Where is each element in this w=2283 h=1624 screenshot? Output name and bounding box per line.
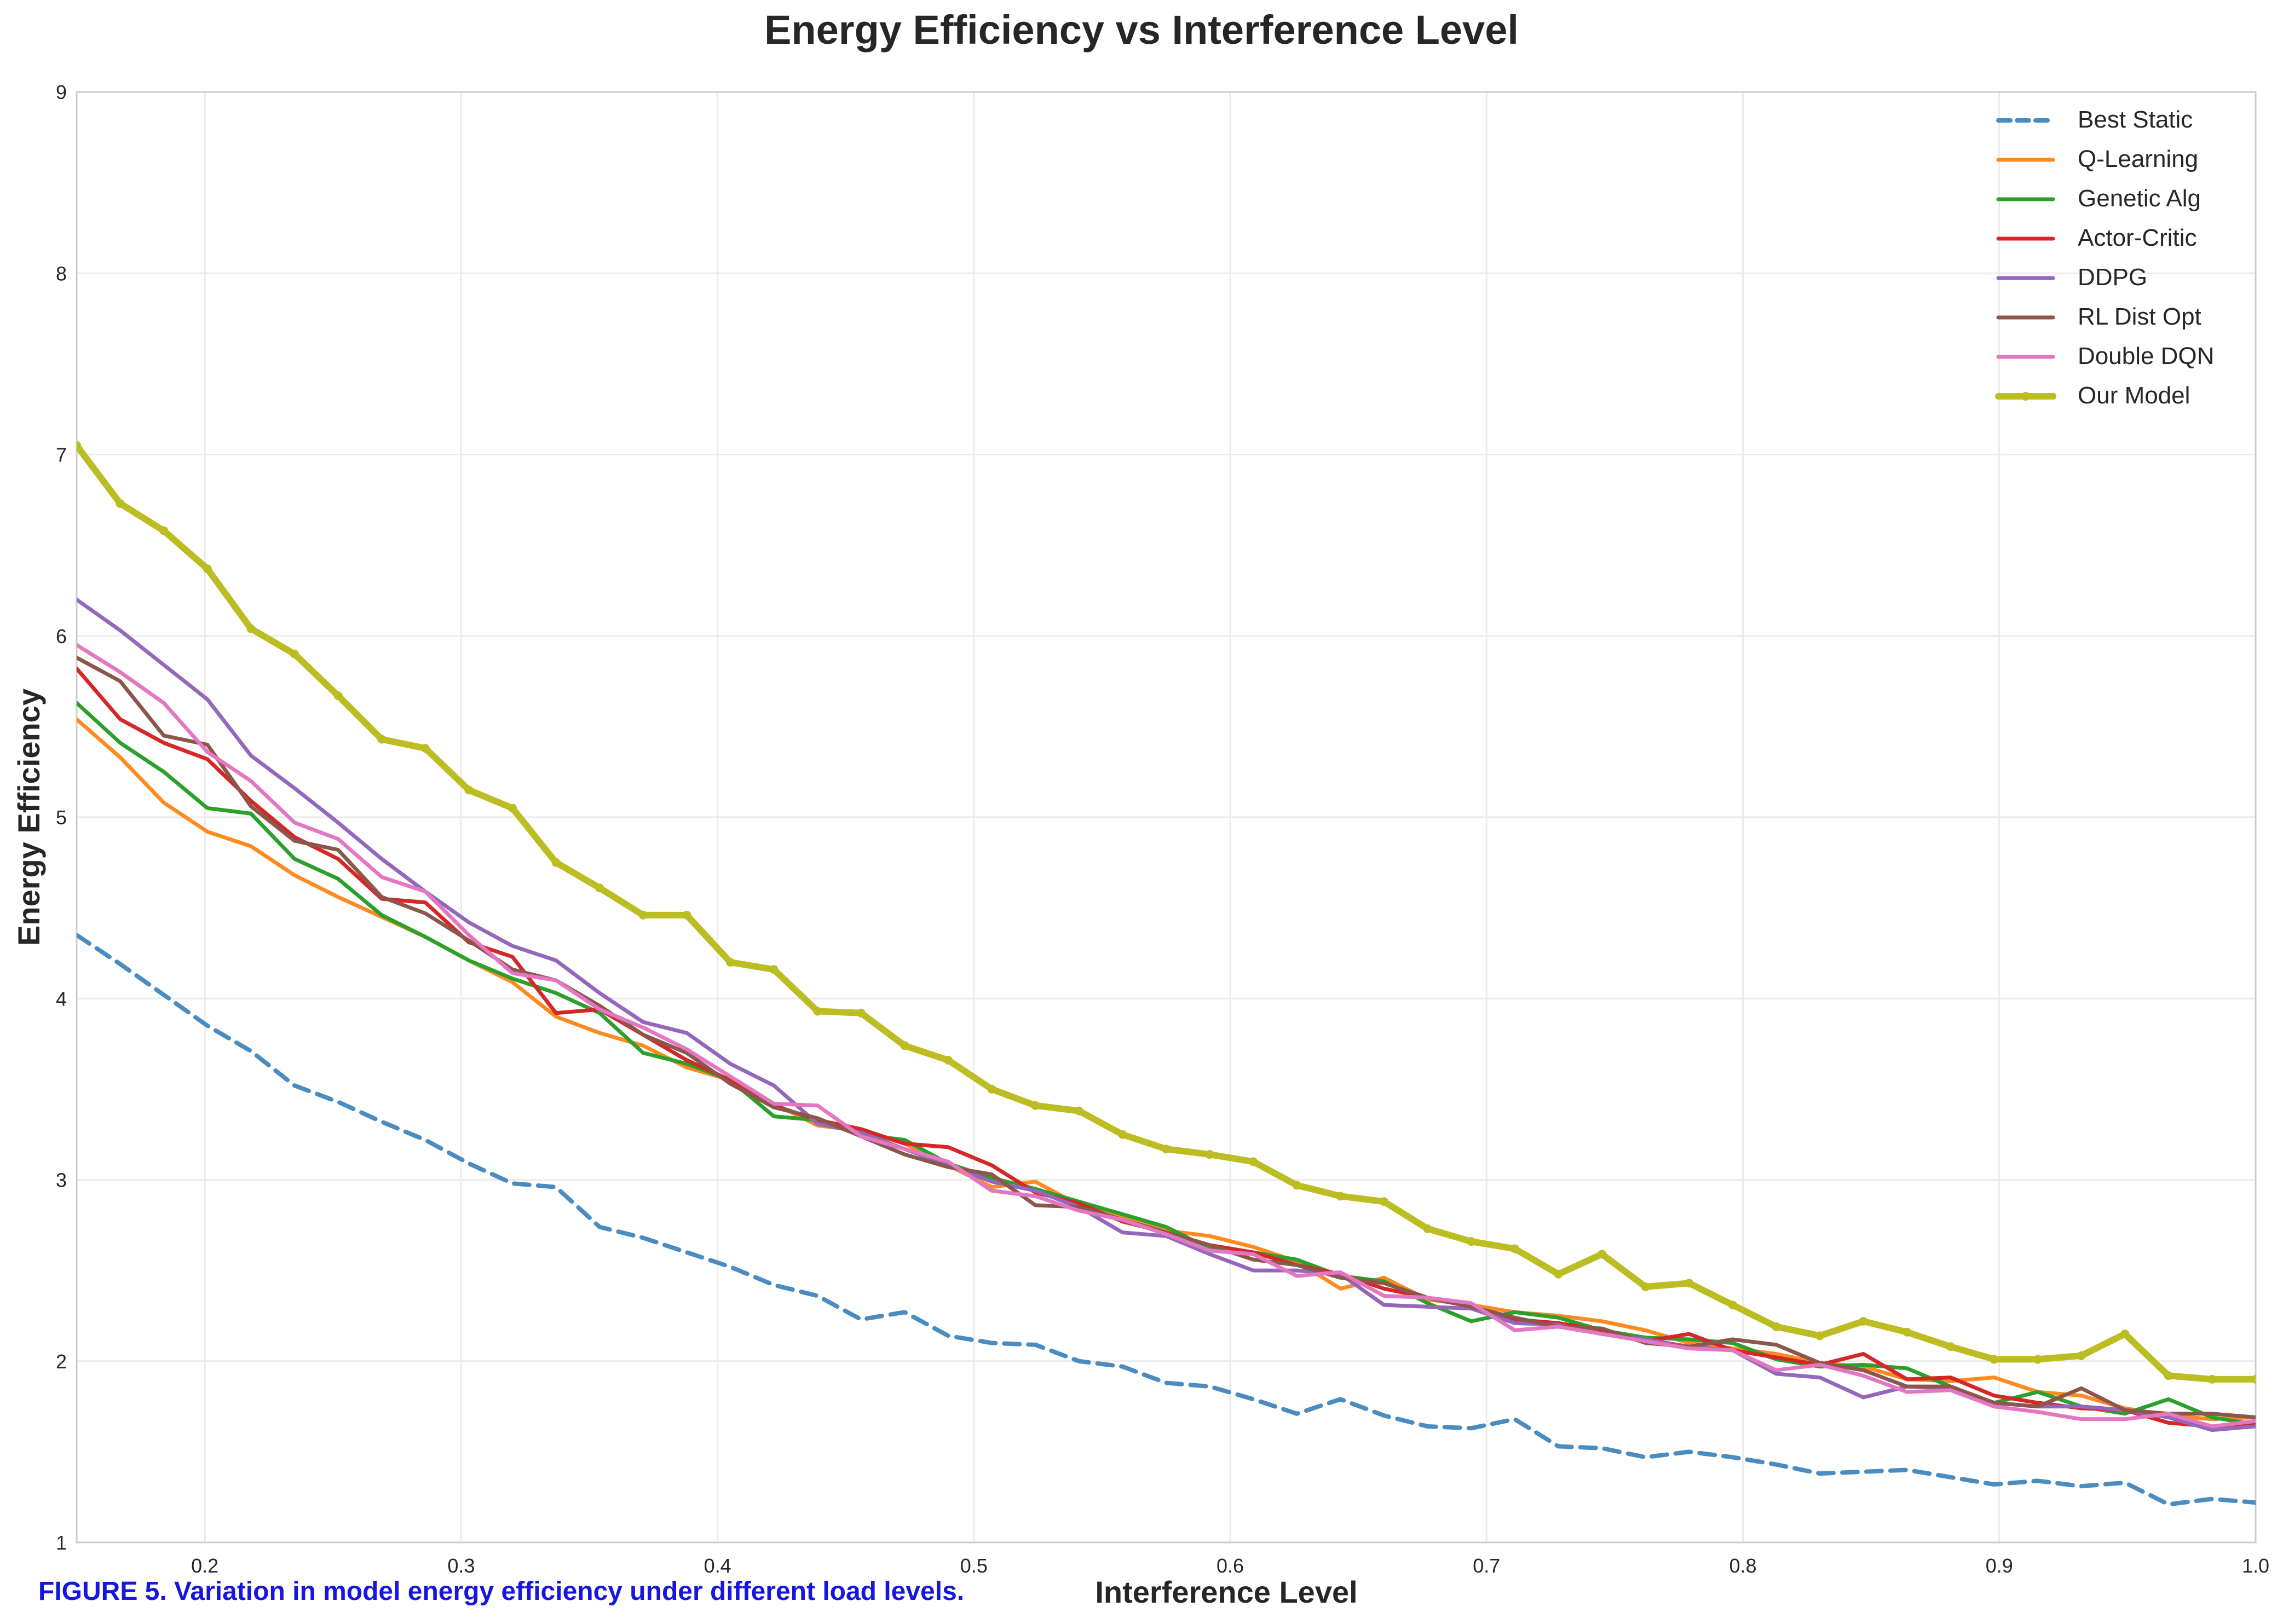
data-point-our-model: [551, 858, 561, 867]
legend-label-rl-dist-opt: RL Dist Opt: [2078, 303, 2201, 330]
data-point-our-model: [1641, 1282, 1650, 1291]
data-point-our-model: [682, 910, 691, 920]
y-tick-label: 9: [56, 81, 67, 103]
legend-label-our-model: Our Model: [2078, 382, 2190, 409]
data-point-our-model: [1205, 1150, 1214, 1159]
data-point-our-model: [638, 910, 648, 920]
data-point-our-model: [1554, 1269, 1563, 1279]
data-point-our-model: [2164, 1371, 2173, 1380]
data-point-our-model: [595, 883, 604, 893]
x-tick-label: 0.2: [191, 1554, 218, 1577]
data-point-our-model: [420, 744, 430, 753]
data-point-our-model: [116, 499, 125, 508]
x-tick-label: 0.6: [1217, 1554, 1244, 1577]
legend-label-q-learning: Q-Learning: [2078, 146, 2198, 172]
y-tick-label: 1: [56, 1531, 67, 1554]
axis-ticks: 0.2 0.3 0.4 0.5 0.6 0.7 0.8 0.9 1.0 1 2 3 4 5 6 7 8 9: [56, 81, 2269, 1577]
data-point-our-model: [1946, 1342, 1955, 1351]
data-point-our-model: [987, 1084, 996, 1094]
y-tick-label: 6: [56, 625, 67, 648]
x-tick-label: 0.3: [447, 1554, 475, 1577]
data-point-our-model: [2120, 1330, 2130, 1339]
data-point-our-model: [1380, 1197, 1388, 1206]
data-point-our-model: [1118, 1130, 1127, 1139]
data-point-our-model: [1423, 1224, 1432, 1233]
data-point-our-model: [769, 965, 779, 974]
data-point-our-model: [203, 564, 212, 574]
data-point-our-model: [1902, 1327, 1912, 1337]
x-tick-label: 0.4: [704, 1554, 731, 1577]
y-tick-label: 5: [56, 806, 67, 829]
data-point-our-model: [1467, 1237, 1476, 1246]
data-point-our-model: [1598, 1250, 1606, 1259]
x-tick-label: 0.7: [1473, 1554, 1500, 1577]
legend-label-ddpg: DDPG: [2078, 264, 2147, 291]
data-point-our-model: [1990, 1355, 1999, 1364]
data-point-our-model: [1772, 1322, 1781, 1331]
chart-title: Energy Efficiency vs Interference Level: [764, 7, 1519, 53]
data-point-our-model: [333, 691, 343, 701]
y-tick-label: 8: [56, 262, 67, 285]
x-tick-label: 1.0: [2242, 1554, 2269, 1577]
plot-frame: [76, 91, 2257, 1544]
data-point-our-model: [1685, 1279, 1694, 1288]
data-point-our-model: [1162, 1145, 1171, 1154]
data-point-our-model: [508, 804, 517, 813]
data-point-our-model: [2033, 1355, 2042, 1364]
x-axis-label: Interference Level: [1095, 1575, 1357, 1609]
legend-label-genetic-alg: Genetic Alg: [2078, 185, 2201, 212]
legend: Best Static Q-Learning Genetic Alg Actor-Cr…: [1995, 106, 2214, 409]
data-point-our-model: [813, 1007, 822, 1016]
grid: [77, 92, 2256, 1542]
series-group: [77, 441, 2256, 1507]
data-point-our-model: [1031, 1101, 1040, 1110]
data-point-our-model: [900, 1041, 909, 1050]
legend-marker-our-model: [2021, 392, 2030, 401]
data-point-our-model: [2207, 1374, 2217, 1384]
y-tick-label: 3: [56, 1169, 67, 1192]
series-line-double-dqn: [77, 643, 2256, 1429]
data-point-our-model: [290, 649, 299, 658]
legend-label-best-static: Best Static: [2078, 106, 2193, 133]
data-point-our-model: [2251, 1374, 2256, 1384]
data-point-our-model: [159, 526, 169, 535]
series-line-best-static: [77, 933, 2256, 1507]
data-point-our-model: [1859, 1316, 1868, 1326]
legend-label-actor-critic: Actor-Critic: [2078, 224, 2197, 251]
data-point-our-model: [2077, 1351, 2086, 1360]
data-point-our-model: [1249, 1157, 1258, 1166]
x-tick-label: 0.5: [960, 1554, 988, 1577]
data-point-our-model: [856, 1008, 866, 1018]
data-point-our-model: [1074, 1106, 1083, 1116]
data-point-our-model: [944, 1055, 953, 1065]
data-point-our-model: [1336, 1192, 1345, 1201]
y-axis-label: Energy Efficiency: [11, 689, 46, 946]
data-point-our-model: [464, 785, 474, 795]
figure-caption: FIGURE 5. Variation in model energy effi…: [38, 1577, 965, 1606]
data-point-our-model: [77, 441, 81, 450]
y-tick-label: 7: [56, 444, 67, 466]
series-line-genetic-alg: [77, 701, 2256, 1427]
data-point-our-model: [377, 735, 387, 744]
data-point-our-model: [1292, 1181, 1301, 1190]
data-point-our-model: [1728, 1301, 1737, 1310]
y-tick-label: 2: [56, 1350, 67, 1373]
legend-label-double-dqn: Double DQN: [2078, 343, 2214, 369]
x-tick-label: 0.9: [1986, 1554, 2013, 1577]
x-tick-label: 0.8: [1729, 1554, 1757, 1577]
data-point-our-model: [1510, 1244, 1519, 1253]
data-point-our-model: [246, 624, 256, 633]
y-tick-label: 4: [56, 987, 67, 1010]
data-point-our-model: [726, 958, 735, 967]
data-point-our-model: [1815, 1331, 1824, 1340]
